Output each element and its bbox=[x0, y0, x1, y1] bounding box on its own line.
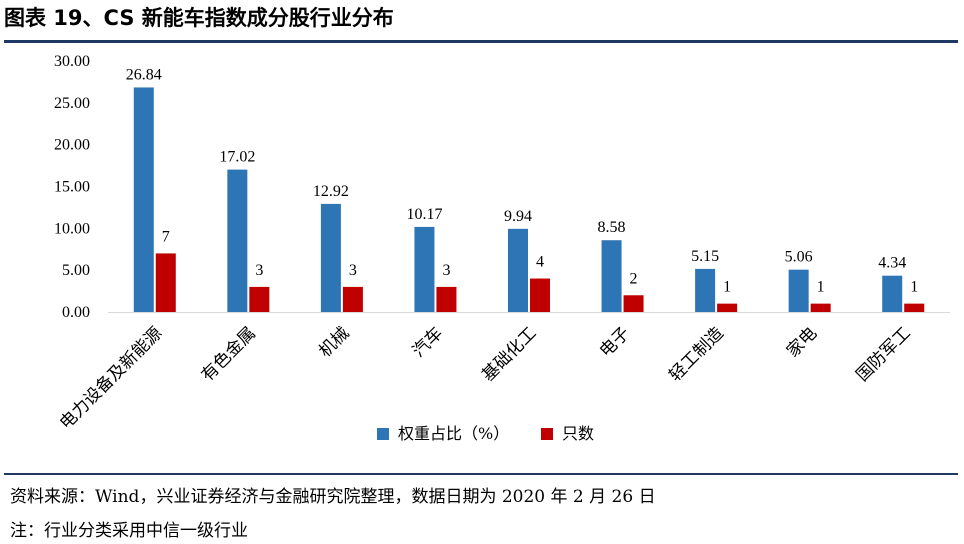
bar-weight bbox=[882, 275, 903, 312]
bar-weight bbox=[788, 269, 809, 312]
data-label-weight: 8.58 bbox=[598, 219, 626, 236]
data-label-weight: 5.15 bbox=[691, 248, 719, 265]
data-label-weight: 4.34 bbox=[878, 255, 906, 272]
data-label-count: 1 bbox=[723, 279, 731, 296]
data-label-weight: 9.94 bbox=[504, 208, 532, 225]
footer-rule bbox=[4, 473, 958, 475]
x-axis: 电力设备及新能源 有色金属 机械 汽车 基础化工 电子 轻工制造 家电 国防军工 bbox=[56, 312, 950, 434]
data-label-count: 4 bbox=[536, 254, 544, 271]
x-category-label: 轻工制造 bbox=[665, 323, 727, 385]
x-category-label: 汽车 bbox=[409, 323, 447, 361]
y-tick-label: 30.00 bbox=[54, 53, 90, 70]
x-category-label: 家电 bbox=[783, 323, 821, 361]
y-tick-label: 25.00 bbox=[54, 95, 90, 112]
x-category-label: 国防军工 bbox=[853, 323, 915, 385]
y-axis: 0.00 5.00 10.00 15.00 20.00 25.00 30.00 bbox=[54, 53, 90, 321]
bar-count bbox=[342, 286, 363, 312]
x-category-label: 电子 bbox=[596, 323, 634, 361]
data-label-count: 1 bbox=[910, 279, 918, 296]
bar-chart: 0.00 5.00 10.00 15.00 20.00 25.00 30.00 26.84 7… bbox=[54, 53, 950, 443]
y-tick-label: 15.00 bbox=[54, 179, 90, 196]
y-tick-label: 10.00 bbox=[54, 220, 90, 237]
source-note: 资料来源：Wind，兴业证券经济与金融研究院整理，数据日期为 2020 年 2 … bbox=[10, 487, 656, 507]
bar-count bbox=[436, 286, 457, 312]
bar-count bbox=[717, 303, 738, 312]
bar-weight bbox=[227, 169, 248, 312]
x-category-label: 有色金属 bbox=[198, 323, 260, 385]
legend-swatch-count bbox=[541, 428, 553, 440]
data-label-weight: 26.84 bbox=[126, 66, 162, 83]
y-tick-label: 0.00 bbox=[62, 304, 90, 321]
legend: 权重占比（%） 只数 bbox=[377, 424, 594, 443]
bar-weight bbox=[601, 240, 622, 312]
x-category-label: 基础化工 bbox=[478, 323, 540, 385]
x-category-label: 电力设备及新能源 bbox=[56, 323, 166, 433]
y-tick-label: 20.00 bbox=[54, 137, 90, 154]
data-label-count: 3 bbox=[349, 262, 357, 279]
bar-weight bbox=[320, 203, 341, 312]
y-tick-label: 5.00 bbox=[62, 262, 90, 279]
title-rule bbox=[4, 40, 958, 43]
bar-weight bbox=[414, 226, 435, 312]
classification-note: 注：行业分类采用中信一级行业 bbox=[10, 521, 248, 541]
bar-count bbox=[623, 295, 644, 312]
bar-weight bbox=[508, 228, 528, 312]
bar-weight bbox=[695, 268, 716, 312]
data-label-weight: 5.06 bbox=[785, 249, 813, 266]
chart-title: 图表 19、CS 新能车指数成分股行业分布 bbox=[4, 6, 394, 30]
data-label-weight: 12.92 bbox=[313, 183, 349, 200]
legend-label-weight: 权重占比（%） bbox=[398, 424, 509, 443]
data-label-count: 1 bbox=[817, 279, 825, 296]
bar-count bbox=[155, 253, 176, 312]
bar-count bbox=[249, 286, 270, 312]
bars: 26.84717.02312.92310.1739.9448.5825.1515… bbox=[126, 66, 925, 313]
bar-count bbox=[810, 303, 831, 312]
bar-count bbox=[530, 278, 550, 312]
legend-label-count: 只数 bbox=[562, 424, 594, 443]
bar-count bbox=[904, 303, 925, 312]
data-label-count: 3 bbox=[255, 262, 263, 279]
data-label-weight: 17.02 bbox=[219, 149, 255, 166]
data-label-weight: 10.17 bbox=[406, 206, 442, 223]
data-label-count: 7 bbox=[162, 228, 170, 245]
x-category-label: 机械 bbox=[315, 323, 353, 361]
bar-weight bbox=[133, 87, 154, 313]
data-label-count: 2 bbox=[630, 270, 638, 287]
data-label-count: 3 bbox=[442, 262, 450, 279]
legend-swatch-weight bbox=[377, 428, 389, 440]
